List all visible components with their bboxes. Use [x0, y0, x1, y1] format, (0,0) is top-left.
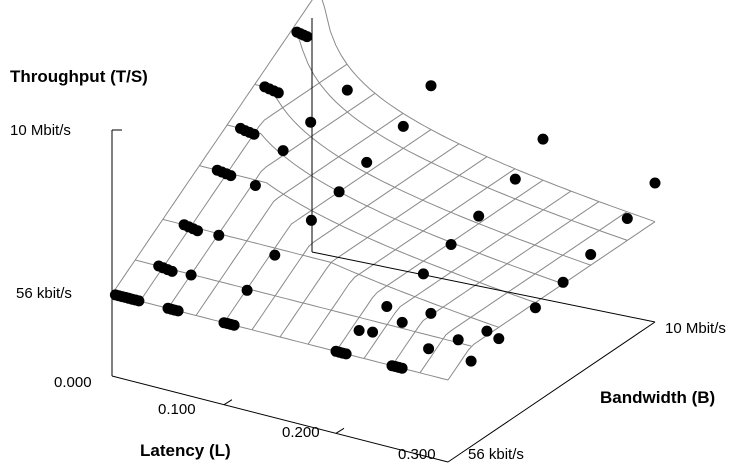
data-point-19 [225, 170, 237, 182]
grid-line-latency-10 [391, 201, 600, 366]
grid-line-bandwidth-7 [321, 0, 656, 223]
data-point-67 [557, 276, 569, 288]
x-axis-line [111, 375, 449, 463]
x-tick-label-3: 0.300 [398, 446, 436, 463]
axes [111, 18, 656, 463]
data-point-39 [172, 305, 184, 317]
data-point-47 [249, 180, 261, 191]
data-point-53 [333, 186, 345, 198]
data-point-56 [241, 284, 253, 296]
x-tick-label-2: 0.200 [282, 424, 320, 441]
data-point-55 [269, 249, 281, 261]
z-tick-label-bottom: 56 kbit/s [16, 285, 72, 302]
grid-line-latency-4 [223, 129, 432, 323]
grid-line-latency-1 [139, 63, 348, 302]
grid-line-latency-0 [111, 0, 313, 295]
grid-line-latency-7 [307, 168, 516, 345]
data-point-43 [228, 319, 240, 331]
data-point-61 [417, 268, 429, 280]
data-point-54 [305, 214, 317, 226]
data-point-83 [452, 334, 464, 346]
data-point-79 [367, 326, 379, 338]
data-point-11 [272, 87, 284, 99]
x-tick-label-0: 0.000 [54, 374, 92, 391]
surface-grid [111, 0, 656, 381]
y-axis-title: Bandwidth (B) [600, 388, 715, 407]
grid-line-latency-9 [363, 190, 572, 359]
back-floor-x-line [311, 251, 656, 323]
data-point-60 [445, 239, 457, 250]
grid-line-bandwidth-5 [254, 83, 591, 266]
grid-line-latency-11 [419, 211, 628, 374]
data-point-81 [425, 307, 437, 319]
data-point-64 [649, 177, 661, 189]
data-point-70 [465, 355, 477, 367]
x-tick-mark-1 [223, 399, 233, 406]
z-tick-label-top: 10 Mbit/s [10, 122, 71, 139]
y-tick-label-0: 56 kbit/s [468, 446, 524, 463]
data-point-23 [192, 225, 203, 237]
grid-line-latency-5 [251, 143, 460, 331]
data-point-59 [473, 210, 485, 222]
grid-line-latency-8 [335, 179, 544, 352]
data-point-84 [481, 325, 493, 337]
data-point-58 [509, 173, 521, 185]
y-axis-line [447, 321, 656, 463]
data-point-45 [305, 116, 317, 128]
data-point-63 [353, 325, 365, 336]
data-point-65 [621, 213, 633, 224]
data-point-27 [166, 265, 178, 277]
data-point-50 [425, 80, 437, 92]
data-point-15 [248, 128, 260, 140]
grid-line-bandwidth-6 [291, 30, 628, 241]
data-point-69 [493, 333, 505, 345]
x-tick-label-1: 0.100 [158, 401, 196, 418]
data-point-49 [185, 269, 197, 281]
data-point-74 [340, 348, 352, 360]
data-point-57 [537, 133, 549, 145]
data-point-46 [277, 145, 289, 157]
data-point-82 [423, 343, 435, 355]
grid-line-latency-2 [167, 92, 376, 309]
x-axis-title: Latency (L) [140, 441, 231, 460]
data-point-62 [381, 301, 393, 312]
z-axis-title: Throughput (T/S) [10, 67, 148, 86]
x-tick-mark-2 [335, 427, 345, 434]
grid-line-latency-3 [195, 112, 404, 316]
data-point-48 [213, 229, 225, 241]
data-point-78 [396, 362, 408, 374]
grid-line-latency-12 [447, 221, 656, 381]
data-point-66 [585, 249, 597, 260]
y-tick-label-1: 10 Mbit/s [665, 320, 726, 337]
data-point-7 [301, 31, 313, 43]
data-point-68 [529, 302, 541, 314]
data-point-51 [397, 120, 409, 132]
grid-line-latency-6 [279, 156, 488, 338]
data-points [109, 26, 661, 374]
data-point-52 [361, 156, 373, 168]
data-point-44 [341, 84, 353, 96]
data-point-35 [133, 295, 145, 307]
data-point-80 [396, 316, 408, 328]
